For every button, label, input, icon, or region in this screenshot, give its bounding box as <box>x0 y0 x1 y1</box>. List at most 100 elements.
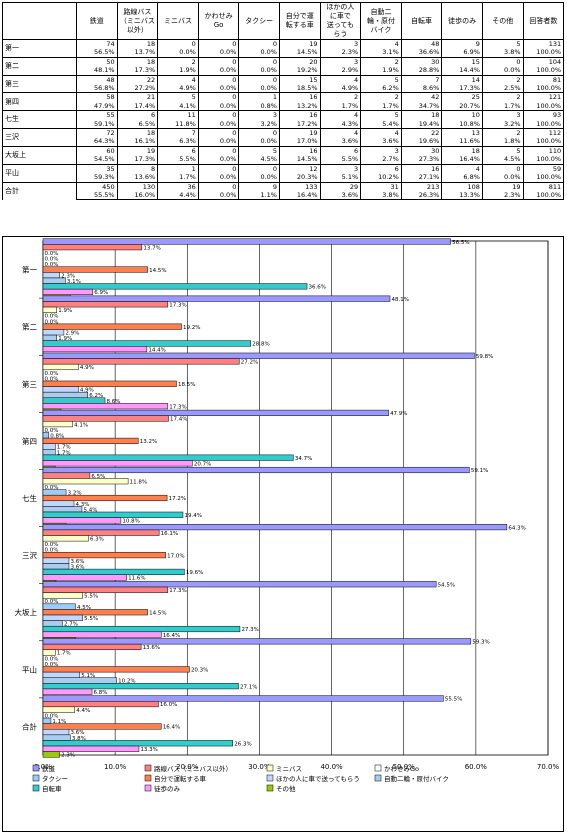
legend-swatch <box>266 774 274 782</box>
percent-cell: 17.3% <box>441 84 483 94</box>
data-label: 34.7% <box>295 456 312 462</box>
percent-cell: 0.0% <box>197 48 240 58</box>
count-cell: 93 <box>522 110 565 120</box>
bar <box>42 346 148 353</box>
bar <box>42 323 182 330</box>
header-cell: タクシー <box>238 2 280 40</box>
count-cell: 2 <box>360 56 402 67</box>
bar <box>42 568 185 575</box>
percent-cell: 59.3% <box>76 173 118 183</box>
count-cell: 72 <box>76 128 118 138</box>
data-label: 0.0% <box>45 542 59 548</box>
count-cell: 0 <box>481 163 524 174</box>
percent-cell: 0.0% <box>238 66 280 76</box>
percent-cell: 20.7% <box>441 101 483 112</box>
percent-cell: 8.6% <box>400 84 443 94</box>
legend-label: 路線バス（ミニバス以外） <box>154 764 232 773</box>
bar <box>42 449 56 456</box>
data-label: 20.3% <box>191 668 208 674</box>
data-label: 4.9% <box>80 388 94 394</box>
percent-cell: 6.5% <box>116 119 159 130</box>
count-cell: 35 <box>76 163 118 174</box>
legend-swatch <box>32 774 40 782</box>
percent-cell: 0.0% <box>197 190 240 201</box>
count-cell: 18 <box>116 128 159 138</box>
bar <box>42 625 241 633</box>
count-cell: 131 <box>522 39 565 49</box>
count-cell: 16 <box>278 145 321 156</box>
count-cell: 4 <box>319 110 362 120</box>
percent-cell: 1.7% <box>360 101 402 112</box>
percent-cell: 0.0% <box>157 48 199 58</box>
percent-cell: 0.0% <box>481 173 524 183</box>
count-cell: 5 <box>238 145 280 156</box>
bar <box>42 506 83 513</box>
data-label: 1.7% <box>57 450 71 456</box>
bar <box>42 306 57 313</box>
table-row: 平山 35 8 1 0 0 12 3 6 16 4 0 59 <box>2 163 565 182</box>
percent-cell: 4.9% <box>157 84 199 94</box>
data-label: 64.3% <box>508 525 525 531</box>
percent-cell: 17.4% <box>116 101 159 112</box>
percent-cell: 17.0% <box>278 137 321 147</box>
count-cell: 16 <box>400 163 443 174</box>
percent-cell: 11.8% <box>157 119 199 130</box>
count-cell: 16 <box>278 92 321 102</box>
percent-cell: 6.3% <box>157 137 199 147</box>
count-cell: 48 <box>76 74 118 85</box>
data-label: 4.1% <box>74 422 88 428</box>
x-tick-label: 70.0% <box>537 763 560 771</box>
header-cell: 回答者数 <box>522 2 565 40</box>
bar <box>42 397 106 404</box>
bar <box>42 671 81 678</box>
count-cell: 0 <box>238 56 280 67</box>
count-cell: 1 <box>238 92 280 102</box>
data-table: 鉄道 路線バス （ミニバス 以外） ミニバス かわせみ Go タクシー 自分で運… <box>2 2 565 201</box>
count-cell: 18 <box>116 56 159 67</box>
bar <box>42 614 83 621</box>
legend-label: その他 <box>276 784 296 793</box>
table-row: 第四 58 21 5 0 1 16 2 2 42 25 2 121 <box>2 92 565 111</box>
percent-cell: 34.7% <box>400 101 443 112</box>
percent-cell: 0.0% <box>197 119 240 130</box>
count-cell: 0 <box>197 74 240 85</box>
count-cell: 0 <box>197 39 240 49</box>
bar <box>42 638 472 645</box>
percent-cell: 6.9% <box>441 48 483 58</box>
data-label: 0.0% <box>45 262 59 268</box>
header-cell: 鉄道 <box>76 2 118 40</box>
percent-cell: 17.3% <box>116 155 159 165</box>
percent-cell: 0.0% <box>197 137 240 147</box>
count-cell: 21 <box>116 92 159 102</box>
data-label: 17.3% <box>169 302 186 308</box>
count-cell: 5 <box>360 74 402 85</box>
data-label: 6.8% <box>94 690 108 696</box>
count-cell: 4 <box>157 74 199 85</box>
percent-cell: 14.5% <box>278 48 321 58</box>
table-row: 56.5% 13.7% 0.0% 0.0% 0.0% 14.5% 2.3% 3.1% 36.6%… <box>3 48 565 58</box>
bar <box>42 340 252 347</box>
count-cell: 2 <box>481 92 524 102</box>
data-label: 0.8% <box>50 433 64 439</box>
data-label: 4.9% <box>80 365 94 371</box>
count-cell: 19 <box>116 145 159 156</box>
row-header: 三沢 <box>2 128 77 147</box>
bar <box>42 500 75 507</box>
data-label: 0.0% <box>45 656 59 662</box>
count-cell: 6 <box>157 145 199 156</box>
data-label: 0.0% <box>45 314 59 320</box>
data-label: 3.1% <box>67 279 81 285</box>
percent-cell: 5.5% <box>319 155 362 165</box>
data-label: 17.3% <box>169 588 186 594</box>
bar <box>42 609 148 616</box>
bar <box>42 740 233 747</box>
count-cell: 19 <box>278 39 321 49</box>
count-cell: 0 <box>197 92 240 102</box>
table-row: 54.5% 17.3% 5.5% 0.0% 4.5% 14.5% 5.5% 2.7% 27.3%… <box>3 155 565 165</box>
data-label: 5.4% <box>83 507 97 513</box>
percent-cell: 6.8% <box>441 173 483 183</box>
percent-cell: 0.0% <box>238 173 280 183</box>
bar <box>42 649 56 656</box>
data-label: 17.0% <box>167 553 184 559</box>
percent-cell: 59.1% <box>76 119 118 130</box>
